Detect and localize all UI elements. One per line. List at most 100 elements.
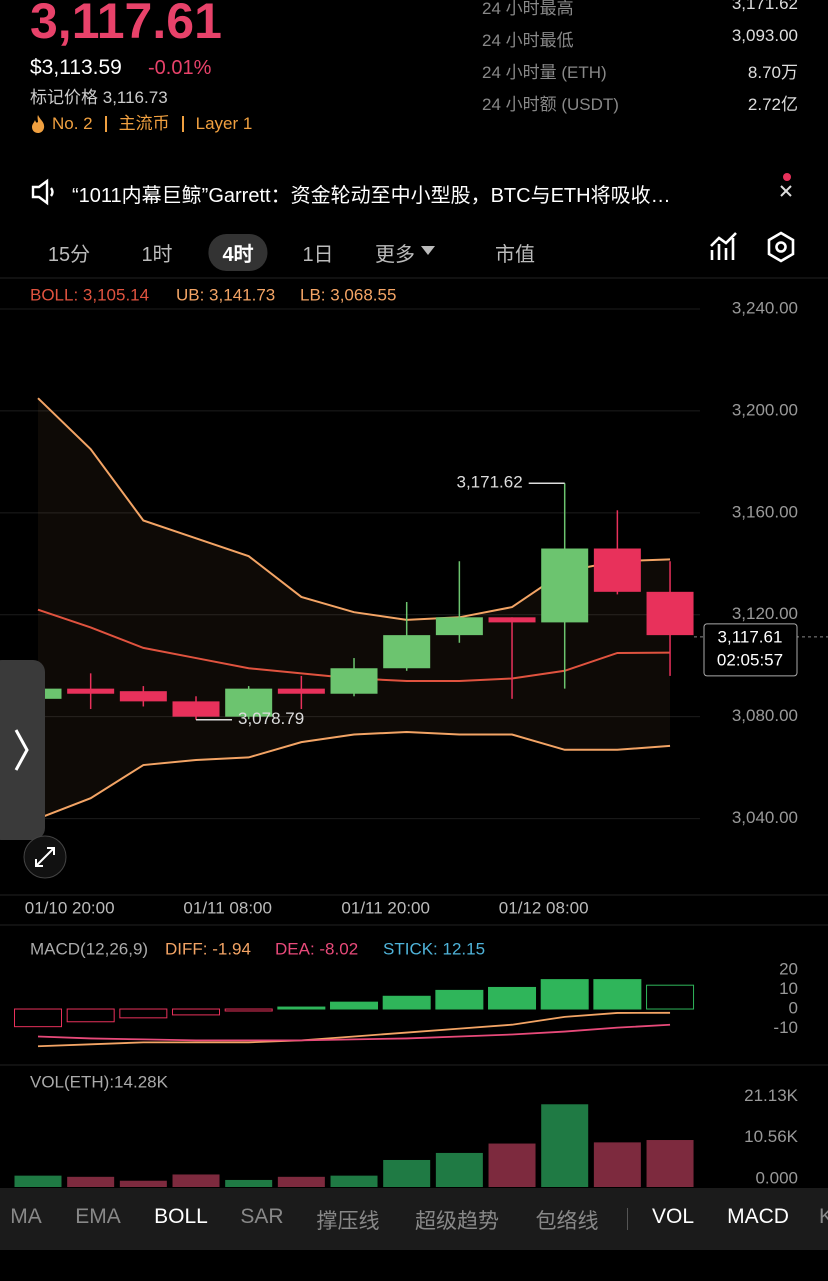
macd-line: [37, 1023, 671, 1042]
candle-body: [646, 591, 694, 636]
tag[interactable]: Layer 1: [181, 115, 265, 132]
candle-body: [435, 617, 483, 636]
x-tick-label: 01/11 20:00: [341, 898, 430, 917]
indicator-tab[interactable]: BOLL: [154, 1205, 208, 1228]
macd-line: [37, 1011, 671, 1048]
volume-bar: [383, 1159, 431, 1187]
macd-bar: [172, 1008, 221, 1016]
stat-value: 2.72亿: [747, 95, 798, 114]
y-tick-label: 10.56K: [744, 1127, 799, 1146]
timeframe-tab[interactable]: 1日: [302, 244, 334, 266]
candle-body: [225, 688, 273, 717]
indicator-tab[interactable]: VOL: [651, 1205, 695, 1228]
annotation: 3,078.79: [238, 709, 304, 728]
news-close[interactable]: [776, 170, 806, 204]
y-tick-label: 3,120.00: [732, 604, 798, 623]
y-tick-label: 20: [779, 959, 798, 978]
macd-bar: [593, 979, 642, 1010]
last-price: 3,117.61: [30, 0, 222, 49]
x-tick-label: 01/11 08:00: [183, 898, 272, 917]
tag[interactable]: 主流币: [104, 115, 182, 132]
band-line: [37, 730, 671, 820]
mark-label: 标记价格: [30, 88, 98, 107]
stat-value: 3,171.62: [731, 0, 798, 13]
legend-entry: UB: 3,141.73: [176, 285, 275, 304]
macd-bar: [488, 986, 537, 1010]
legend-entry: DEA: -8.02: [275, 939, 358, 958]
stat-value: 8.70万: [747, 63, 798, 82]
volume-bar: [172, 1174, 220, 1187]
y-tick-label: 0: [789, 999, 798, 1018]
stat-label: 24 小时额 (USDT): [482, 95, 619, 114]
indicator-bar: [0, 1188, 828, 1250]
volume-bar: [67, 1176, 115, 1187]
candle-body: [277, 688, 325, 694]
volume-bar: [330, 1175, 378, 1187]
indicator-tab[interactable]: 包络线: [535, 1210, 599, 1233]
volume-bar: [435, 1152, 483, 1187]
legend-entry: DIFF: -1.94: [165, 939, 251, 958]
y-tick-label: 3,240.00: [732, 299, 798, 318]
handle-arrow: [14, 729, 29, 771]
volume-bar: [14, 1175, 62, 1187]
stat-label: 24 小时最低: [482, 31, 574, 50]
side-handle[interactable]: [0, 660, 45, 840]
legend-entry: STICK: 12.15: [383, 939, 485, 958]
timeframe-tab[interactable]: 更多: [361, 234, 449, 271]
candle-body: [593, 548, 641, 592]
indicator-tab[interactable]: 超级趋势: [415, 1210, 499, 1233]
timeframe-tab[interactable]: 市值: [495, 244, 535, 266]
volume-bar: [225, 1179, 273, 1187]
timeframe-tab[interactable]: 4时: [208, 234, 268, 271]
tab-separator: [627, 1208, 628, 1230]
indicator-title: MACD(12,26,9): [30, 939, 148, 958]
macd-bar: [435, 989, 484, 1010]
timeframe-tab[interactable]: 1时: [141, 244, 173, 266]
legend-entry: BOLL: 3,105.14: [30, 285, 149, 304]
settings-icon[interactable]: [764, 230, 798, 264]
volume-bar: [646, 1140, 694, 1187]
indicator-tab[interactable]: SAR: [240, 1205, 284, 1228]
chart-style-icon[interactable]: [708, 230, 742, 264]
macd-bar: [330, 1001, 379, 1010]
indicator-tab[interactable]: EMA: [75, 1205, 121, 1228]
legend-entry: LB: 3,068.55: [300, 285, 396, 304]
countdown: 02:05:57: [717, 650, 783, 669]
candle-body: [67, 688, 115, 694]
indicator-title: VOL(ETH):14.28K: [30, 1072, 169, 1091]
macd-bar: [540, 979, 589, 1010]
volume-bar: [541, 1104, 589, 1187]
macd-bar: [14, 1008, 62, 1028]
candle-body: [172, 701, 220, 717]
flame-icon: [32, 115, 45, 133]
expand-icon: [35, 847, 55, 867]
price-change: -0.01%: [148, 57, 212, 79]
macd-bar: [382, 995, 431, 1010]
macd-bar: [277, 1006, 326, 1010]
indicator-tab[interactable]: 撑压线: [316, 1210, 380, 1233]
macd-bar: [646, 984, 695, 1010]
candle-body: [541, 548, 589, 623]
speaker-icon: [31, 178, 54, 206]
stat-value: 3,093.00: [731, 26, 798, 45]
y-tick-label: -10: [773, 1018, 798, 1037]
usd-price: $3,113.59: [30, 56, 122, 79]
candle-body: [383, 635, 431, 669]
y-tick-label: 10: [779, 979, 798, 998]
macd-bar: [119, 1008, 168, 1019]
volume-bar: [488, 1143, 536, 1187]
annotation: 3,171.62: [457, 473, 523, 492]
indicator-tab[interactable]: MA: [10, 1205, 42, 1228]
news-ticker[interactable]: “1011内幕巨鲸”Garrett：资金轮动至中小型股，BTC与ETH将吸收…: [72, 185, 671, 207]
macd-bar: [224, 1008, 273, 1012]
volume-bar: [277, 1176, 325, 1187]
y-tick-label: 3,200.00: [732, 400, 798, 419]
indicator-tab[interactable]: MACD: [727, 1205, 789, 1228]
timeframe-tab[interactable]: 15分: [47, 244, 91, 266]
indicator-tab[interactable]: K: [818, 1205, 828, 1228]
tag[interactable]: No. 2: [52, 114, 93, 133]
chart: 3,240.00 3,200.00 3,160.00 3,120.00 3,080.00…: [0, 277, 828, 1187]
candle-body: [488, 617, 536, 623]
mark-price: 标记价格 3,116.73: [30, 83, 168, 108]
